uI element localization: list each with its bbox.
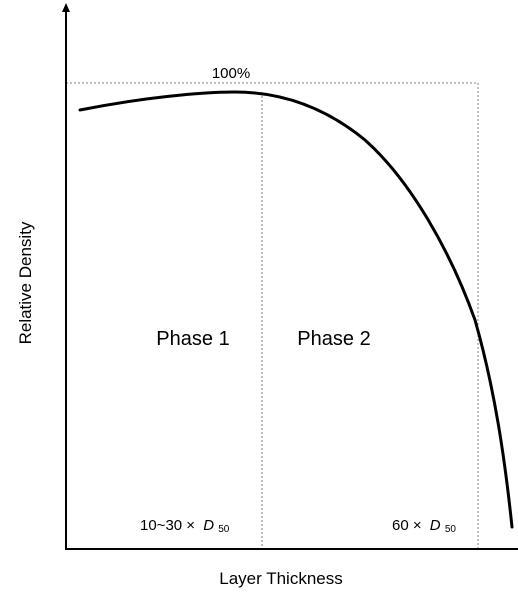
phase-1-label: Phase 1 [156, 328, 229, 350]
density-curve-line [78, 90, 514, 529]
x-axis-label: Layer Thickness [219, 569, 342, 588]
phase-2-thickness-marker: 60 × D 50 [392, 517, 456, 535]
y-axis-label: Relative Density [16, 221, 35, 344]
phase-1-thickness-marker: 10~30 × D 50 [140, 517, 230, 535]
phase-2-label: Phase 2 [297, 328, 370, 350]
peak-label: 100% [212, 65, 250, 82]
